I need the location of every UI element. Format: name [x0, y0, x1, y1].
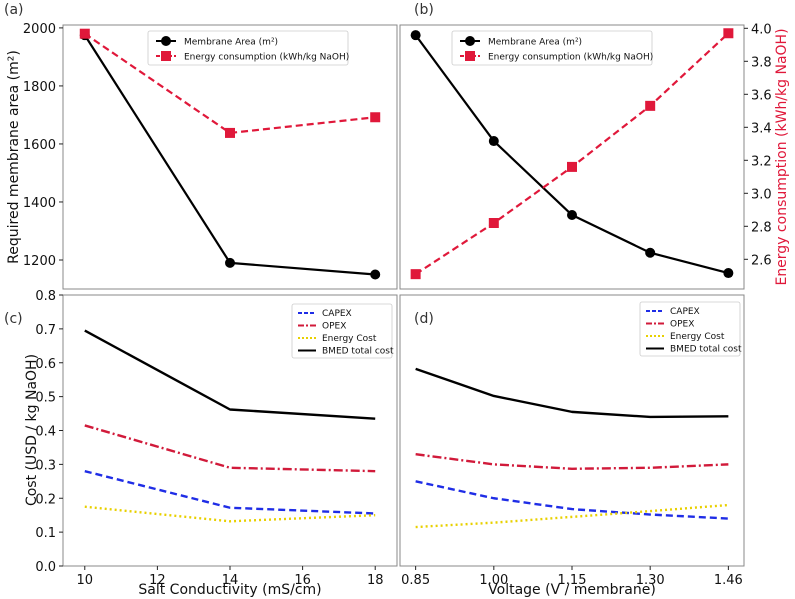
panel-b-data-point — [723, 268, 734, 279]
panel-c-x-tick-label: 16 — [294, 573, 311, 588]
panel-b-data-point — [488, 218, 499, 228]
panel-c-series-line — [84, 424, 376, 473]
panel-b-legend-box — [451, 30, 653, 66]
panel-c-y-tick-label: 0.8 — [35, 289, 56, 304]
panel-b-y-tick-label: 3.8 — [751, 55, 772, 70]
panel-d-series-line — [415, 503, 729, 529]
panel-b-data-point — [645, 100, 656, 111]
panel-c-y-tick-label: 0.3 — [35, 458, 56, 473]
panel-b-y2-axis-title: Energy consumption (kWh/kg NaOH) — [774, 28, 790, 285]
panel-d-legend-box — [639, 301, 741, 357]
panel-c-x-tick-label: 18 — [367, 573, 384, 588]
panel-b-y-tick-label: 3.6 — [751, 88, 772, 103]
panel-c-legend-box — [291, 303, 393, 359]
panel-b-legend-label: Membrane Area (m²) — [488, 38, 582, 48]
panel-d-series-line — [415, 480, 729, 520]
panel-b-y-tick-label: 3.0 — [751, 187, 772, 202]
panel-c-y-tick-label: 0.0 — [35, 560, 56, 575]
panel-c-y-tick-label: 0.4 — [35, 425, 56, 440]
chart-marks: 1200 1400 1600 1800 2000 2.6 2.8 3.0 3.2 3.4 3.6 3.… — [23, 22, 772, 588]
panel-a-data-point — [225, 257, 235, 268]
panel-b-legend-marker — [465, 36, 475, 46]
panel-a-legend-label: Energy consumption (kWh/kg NaOH) — [184, 53, 349, 63]
panel-b-y-tick-label: 2.8 — [751, 220, 772, 235]
panel-b-label: (b) — [414, 2, 434, 18]
panel-d-legend-label: Energy Cost — [670, 332, 725, 342]
panel-c-x-tick-label: 12 — [149, 573, 166, 588]
panel-b-y-tick-label: 2.6 — [751, 253, 772, 268]
panel-c-x-tick-label: 10 — [77, 573, 94, 588]
panel-c-legend-label: OPEX — [322, 322, 346, 332]
panel-a-y-tick-label: 2000 — [23, 22, 56, 37]
panel-d-legend-label: BMED total cost — [670, 345, 742, 355]
panel-a-legend-box — [147, 30, 349, 66]
panel-a-y-tick-label: 1800 — [23, 80, 56, 95]
panel-b-data-point — [645, 247, 656, 258]
panel-a-data-point — [370, 269, 381, 280]
panel-d-series-line — [415, 367, 729, 419]
panel-b-series-line — [414, 34, 729, 275]
panel-a-legend-marker — [161, 51, 171, 61]
panel-a-series-line — [84, 32, 376, 135]
panel-a-y-tick-label: 1400 — [23, 196, 56, 211]
panel-d-x-axis-title: Voltage (V / membrane) — [488, 582, 656, 598]
panel-c-label: (c) — [4, 311, 23, 327]
panel-b-legend-label: Energy consumption (kWh/kg NaOH) — [488, 53, 653, 63]
panel-a-data-point — [370, 112, 381, 123]
panel-b-data-point — [488, 136, 499, 147]
panel-a-legend-marker — [161, 36, 171, 46]
panel-b-data-point — [567, 210, 577, 221]
panel-a-legend-label: Membrane Area (m²) — [184, 38, 278, 48]
panel-b-frame — [399, 24, 745, 290]
panel-a-label: (a) — [4, 2, 24, 18]
panel-c-y-tick-label: 0.6 — [35, 357, 56, 372]
panel-d-x-tick-label: 1.30 — [636, 573, 665, 588]
panel-d-x-tick-label: 1.00 — [479, 573, 508, 588]
panel-b-y-tick-label: 4.0 — [751, 22, 772, 37]
panel-d-legend-label: CAPEX — [670, 307, 700, 317]
panel-a-data-point — [225, 127, 235, 138]
panel-c-y-tick-label: 0.1 — [35, 526, 56, 541]
panel-c-y-axis-title: Cost (USD / kg NaOH) — [24, 354, 40, 506]
panel-b-data-point — [567, 161, 577, 172]
panel-b-data-point — [410, 30, 421, 41]
panel-d-x-tick-label: 1.15 — [558, 573, 587, 588]
panel-c-legend-label: Energy Cost — [322, 334, 377, 344]
panel-c-legend-label: BMED total cost — [322, 347, 394, 357]
panel-c-series-line — [84, 505, 376, 523]
panel-c-series-line — [84, 329, 376, 420]
panel-a-frame — [62, 24, 398, 290]
panel-a-data-point — [79, 28, 90, 39]
panel-b-legend-marker — [465, 51, 475, 61]
panel-a-y-tick-label: 1600 — [23, 138, 56, 153]
panel-d-legend-label: OPEX — [670, 320, 694, 330]
panel-c-y-tick-label: 0.5 — [35, 391, 56, 406]
panel-c-x-axis-title: Salt Conductivity (mS/cm) — [138, 582, 321, 598]
panel-b-series-line — [415, 32, 730, 276]
panel-a-y-axis-title: Required membrane area (m²) — [6, 50, 22, 264]
panel-b-y-tick-label: 3.4 — [751, 121, 772, 136]
panel-b-data-point — [410, 269, 421, 280]
panel-b-y-tick-label: 3.2 — [751, 154, 772, 169]
panel-d-x-tick-label: 1.46 — [714, 573, 743, 588]
panel-d-x-tick-label: 0.85 — [401, 573, 430, 588]
panel-a-y-tick-label: 1200 — [23, 254, 56, 269]
panel-c-y-tick-label: 0.2 — [35, 492, 56, 507]
panel-a-series-line — [83, 34, 376, 276]
panel-c-legend-label: CAPEX — [322, 309, 352, 319]
panel-c-x-tick-label: 14 — [222, 573, 239, 588]
panel-d-label: (d) — [414, 311, 434, 327]
panel-d-series-line — [415, 453, 729, 470]
panel-c-y-tick-label: 0.7 — [35, 323, 56, 338]
panel-c-series-line — [84, 469, 376, 515]
panel-b-data-point — [723, 28, 734, 39]
